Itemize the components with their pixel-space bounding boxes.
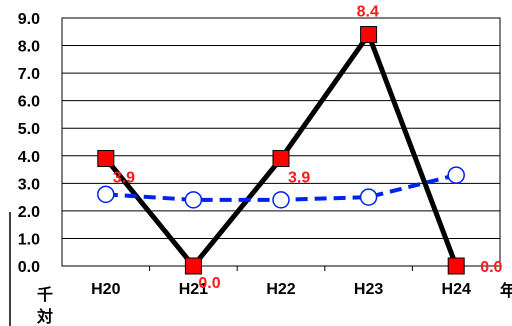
series-0-marker-H22 <box>272 150 290 168</box>
data-label-H20: 3.9 <box>113 170 135 187</box>
data-label-H24: 0.0 <box>480 259 502 276</box>
series-1-marker-H22 <box>272 191 290 209</box>
y-tick-label-4: 4.0 <box>18 149 40 166</box>
y-tick-label-9: 9.0 <box>18 11 40 28</box>
series-1-marker-H23 <box>359 188 378 206</box>
data-label-H23: 8.4 <box>357 4 379 21</box>
data-label-H22: 3.9 <box>288 170 310 187</box>
y-unit-char-1: 対 <box>36 307 53 326</box>
data-label-H21: 0.0 <box>198 275 220 292</box>
x-tick-label-H22: H22 <box>266 281 295 298</box>
series-1-marker-H21 <box>184 191 203 209</box>
y-tick-label-3: 3.0 <box>18 176 40 193</box>
series-layer <box>97 26 465 275</box>
y-tick-label-1: 1.0 <box>18 231 40 248</box>
series-0-marker-H21 <box>184 257 202 275</box>
y-tick-label-2: 2.0 <box>18 204 40 221</box>
x-tick-label-H24: H24 <box>442 281 471 298</box>
series-0-marker-H24 <box>447 257 465 275</box>
series-1-marker-H20 <box>97 185 115 204</box>
y-axis-tick-labels: 0.0 1.0 2.0 3.0 4.0 5.0 6.0 7.0 8.0 9.0 <box>18 11 40 276</box>
data-labels: 3.9 0.0 3.9 8.4 0.0 <box>113 4 503 292</box>
x-tick-label-H21: H21 <box>179 281 208 298</box>
x-axis-tick-labels: H20 H21 H22 H23 H24 <box>91 281 471 298</box>
y-unit-label: 千対 <box>36 285 53 326</box>
gridlines <box>62 45 500 239</box>
series-1-marker-H24 <box>447 166 465 184</box>
plot-area-frame <box>61 17 501 267</box>
series-0-marker-H20 <box>97 150 115 168</box>
y-tick-label-0: 0.0 <box>18 259 40 276</box>
series-0-marker-H23 <box>360 26 378 44</box>
x-tick-label-H20: H20 <box>91 281 120 298</box>
y-tick-label-8: 8.0 <box>18 39 40 56</box>
y-unit-char-0: 千 <box>37 285 53 304</box>
x-tick-marks <box>149 266 413 271</box>
x-tick-label-H23: H23 <box>354 281 383 298</box>
y-tick-label-7: 7.0 <box>18 66 40 83</box>
x-unit-label: 年 <box>500 281 512 300</box>
y-tick-label-5: 5.0 <box>18 121 40 138</box>
y-tick-label-6: 6.0 <box>18 94 40 111</box>
